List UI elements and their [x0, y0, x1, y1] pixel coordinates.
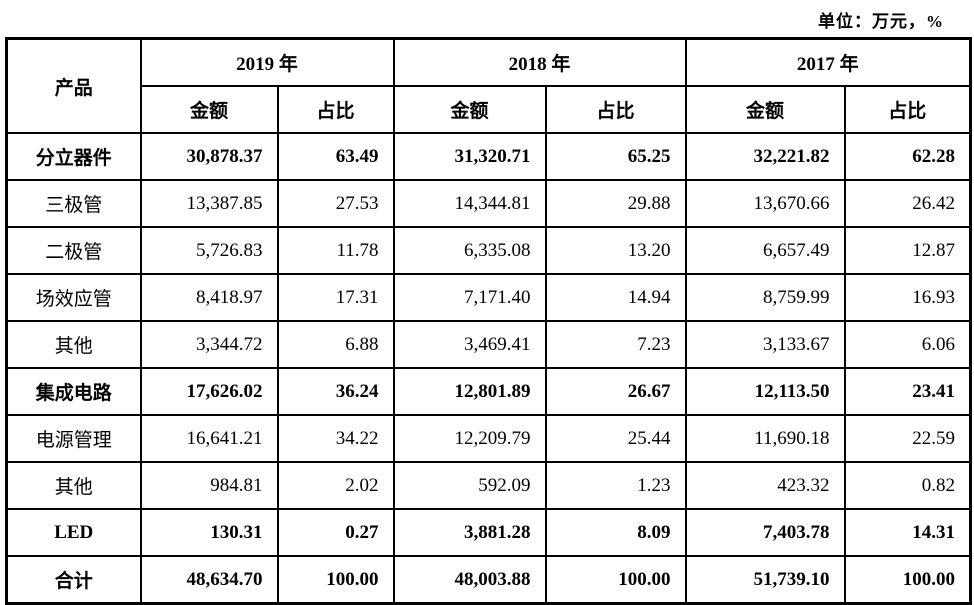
amount-cell-2019: 8,418.97 [139, 273, 279, 322]
amount-cell-2018: 592.09 [392, 461, 547, 510]
share-cell-2018: 29.88 [544, 179, 687, 228]
share-cell-2019: 27.53 [276, 179, 395, 228]
year-header-2019: 2019 年 [139, 37, 395, 87]
table-row-power-management: 电源管理 16,641.21 34.22 12,209.79 25.44 11,… [5, 414, 972, 463]
year-header-2017: 2017 年 [684, 37, 972, 87]
share-cell-2018: 7.23 [544, 320, 687, 369]
amount-cell-2018: 6,335.08 [392, 226, 547, 275]
share-cell-2017: 26.42 [843, 179, 972, 228]
share-header-2017: 占比 [843, 85, 972, 134]
share-cell-2019: 36.24 [276, 367, 395, 416]
amount-cell-2018: 12,209.79 [392, 414, 547, 463]
share-cell-2017: 14.31 [843, 508, 972, 557]
amount-cell-2017: 13,670.66 [684, 179, 846, 228]
amount-cell-2018: 31,320.71 [392, 132, 547, 181]
amount-cell-2017: 7,403.78 [684, 508, 846, 557]
product-cell: 电源管理 [5, 414, 142, 463]
product-cell: LED [5, 508, 142, 557]
product-cell: 分立器件 [5, 132, 142, 181]
share-cell-2017: 22.59 [843, 414, 972, 463]
share-cell-2018: 14.94 [544, 273, 687, 322]
year-header-2018: 2018 年 [392, 37, 687, 87]
share-cell-2018: 25.44 [544, 414, 687, 463]
table-row-discrete-devices: 分立器件 30,878.37 63.49 31,320.71 65.25 32,… [5, 132, 972, 181]
product-column-header: 产品 [5, 37, 142, 134]
amount-cell-2019: 13,387.85 [139, 179, 279, 228]
amount-header-2018: 金额 [392, 85, 547, 134]
share-cell-2019: 100.00 [276, 555, 395, 605]
amount-header-2017: 金额 [684, 85, 846, 134]
product-cell: 二极管 [5, 226, 142, 275]
share-header-2018: 占比 [544, 85, 687, 134]
header-row-years: 产品 2019 年 2018 年 2017 年 [5, 37, 972, 134]
table-row-mosfet: 场效应管 8,418.97 17.31 7,171.40 14.94 8,759… [5, 273, 972, 322]
table-row-total: 合计 48,634.70 100.00 48,003.88 100.00 51,… [5, 555, 972, 605]
table-row-integrated-circuits: 集成电路 17,626.02 36.24 12,801.89 26.67 12,… [5, 367, 972, 416]
amount-cell-2018: 3,881.28 [392, 508, 547, 557]
amount-cell-2017: 11,690.18 [684, 414, 846, 463]
share-cell-2018: 13.20 [544, 226, 687, 275]
amount-cell-2018: 3,469.41 [392, 320, 547, 369]
amount-cell-2017: 423.32 [684, 461, 846, 510]
product-cell: 三极管 [5, 179, 142, 228]
share-cell-2019: 2.02 [276, 461, 395, 510]
header-row-subcolumns: 金额 占比 金额 占比 金额 占比 [7, 85, 972, 134]
amount-cell-2018: 14,344.81 [392, 179, 547, 228]
share-cell-2017: 100.00 [843, 555, 972, 605]
amount-cell-2017: 6,657.49 [684, 226, 846, 275]
table-row-diode: 二极管 5,726.83 11.78 6,335.08 13.20 6,657.… [5, 226, 972, 275]
share-cell-2019: 0.27 [276, 508, 395, 557]
share-cell-2019: 17.31 [276, 273, 395, 322]
amount-cell-2018: 7,171.40 [392, 273, 547, 322]
amount-cell-2018: 12,801.89 [392, 367, 547, 416]
table-row-triode: 三极管 13,387.85 27.53 14,344.81 29.88 13,6… [5, 179, 972, 228]
share-cell-2017: 62.28 [843, 132, 972, 181]
share-cell-2018: 1.23 [544, 461, 687, 510]
revenue-by-product-table: 产品 2019 年 2018 年 2017 年 金额 占比 金额 占比 金额 占… [5, 37, 973, 605]
amount-cell-2017: 51,739.10 [684, 555, 846, 605]
amount-cell-2019: 984.81 [139, 461, 279, 510]
product-cell: 场效应管 [5, 273, 142, 322]
amount-cell-2017: 32,221.82 [684, 132, 846, 181]
product-cell: 其他 [5, 461, 142, 510]
share-cell-2019: 6.88 [276, 320, 395, 369]
share-cell-2017: 12.87 [843, 226, 972, 275]
amount-cell-2019: 5,726.83 [139, 226, 279, 275]
amount-cell-2019: 3,344.72 [139, 320, 279, 369]
amount-cell-2017: 8,759.99 [684, 273, 846, 322]
product-cell: 合计 [5, 555, 142, 605]
share-cell-2018: 8.09 [544, 508, 687, 557]
share-cell-2017: 6.06 [843, 320, 972, 369]
share-cell-2019: 11.78 [276, 226, 395, 275]
share-cell-2017: 0.82 [843, 461, 972, 510]
amount-header-2019: 金额 [139, 85, 279, 134]
product-cell: 其他 [5, 320, 142, 369]
unit-label: 单位：万元，% [818, 12, 944, 31]
share-cell-2017: 23.41 [843, 367, 972, 416]
share-header-2019: 占比 [276, 85, 395, 134]
share-cell-2018: 26.67 [544, 367, 687, 416]
table-row-ic-other: 其他 984.81 2.02 592.09 1.23 423.32 0.82 [5, 461, 972, 510]
product-cell: 集成电路 [5, 367, 142, 416]
amount-cell-2017: 12,113.50 [684, 367, 846, 416]
share-cell-2019: 63.49 [276, 132, 395, 181]
table-row-discrete-other: 其他 3,344.72 6.88 3,469.41 7.23 3,133.67 … [5, 320, 972, 369]
amount-cell-2019: 16,641.21 [139, 414, 279, 463]
share-cell-2018: 100.00 [544, 555, 687, 605]
amount-cell-2019: 30,878.37 [139, 132, 279, 181]
share-cell-2017: 16.93 [843, 273, 972, 322]
table-row-led: LED 130.31 0.27 3,881.28 8.09 7,403.78 1… [5, 508, 972, 557]
amount-cell-2019: 17,626.02 [139, 367, 279, 416]
share-cell-2019: 34.22 [276, 414, 395, 463]
amount-cell-2019: 48,634.70 [139, 555, 279, 605]
share-cell-2018: 65.25 [544, 132, 687, 181]
amount-cell-2019: 130.31 [139, 508, 279, 557]
amount-cell-2017: 3,133.67 [684, 320, 846, 369]
amount-cell-2018: 48,003.88 [392, 555, 547, 605]
